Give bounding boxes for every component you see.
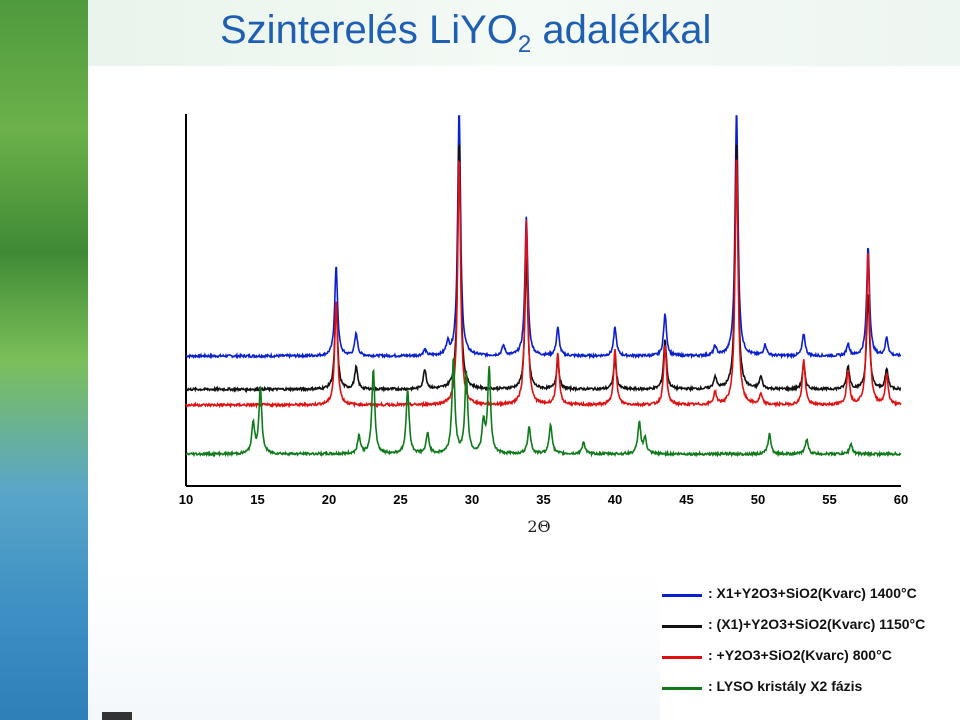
x-tick-label: 30: [465, 492, 479, 507]
x-tick-label: 45: [679, 492, 693, 507]
legend-label: : LYSO kristály X2 fázis: [708, 678, 863, 694]
legend-item: : (X1)+Y2O3+SiO2(Kvarc) 1150°C: [660, 613, 960, 644]
legend-label: : +Y2O3+SiO2(Kvarc) 800°C: [708, 647, 892, 663]
legend-item: : +Y2O3+SiO2(Kvarc) 800°C: [660, 644, 960, 675]
legend-label: : (X1)+Y2O3+SiO2(Kvarc) 1150°C: [708, 616, 926, 632]
x-axis-label: 2Θ: [527, 517, 550, 536]
series-line: [185, 159, 902, 410]
legend-item: : LYSO kristály X2 fázis: [660, 675, 960, 706]
legend-label: : X1+Y2O3+SiO2(Kvarc) 1400°C: [708, 585, 917, 601]
series-line: [185, 115, 902, 360]
x-tick-label: 25: [393, 492, 407, 507]
legend-line-blue: [662, 594, 702, 597]
x-tick-label: 20: [322, 492, 336, 507]
legend: : X1+Y2O3+SiO2(Kvarc) 1400°C : (X1)+Y2O3…: [660, 582, 960, 706]
xrd-chart: 10 15 20 25 30 35 40 45 50 55 60 2Θ: [88, 66, 960, 570]
title-main: Szinterelés LiYO: [220, 8, 518, 52]
x-tick-label: 40: [608, 492, 622, 507]
legend-line-black: [662, 625, 702, 628]
x-tick-labels: 10 15 20 25 30 35 40 45 50 55 60: [179, 492, 908, 507]
legend-background: [88, 570, 660, 720]
x-tick-label: 15: [250, 492, 264, 507]
x-tick-label: 35: [536, 492, 550, 507]
legend-line-green: [662, 687, 702, 690]
x-tick-label: 55: [822, 492, 836, 507]
x-tick-label: 60: [894, 492, 908, 507]
title-suffix: adalékkal: [531, 8, 712, 52]
legend-item: : X1+Y2O3+SiO2(Kvarc) 1400°C: [660, 582, 960, 613]
slide-title: Szinterelés LiYO2 adalékkal: [220, 8, 711, 59]
decorative-background-leaves: [0, 0, 88, 720]
x-tick-label: 10: [179, 492, 193, 507]
legend-line-red: [662, 656, 702, 659]
title-banner: [88, 0, 960, 66]
slide-footer-mark: [102, 712, 132, 720]
chart-svg: 10 15 20 25 30 35 40 45 50 55 60 2Θ: [179, 114, 908, 536]
series-line: [185, 356, 902, 458]
x-tick-label: 50: [751, 492, 765, 507]
title-subscript: 2: [517, 31, 532, 58]
series-line: [185, 143, 902, 394]
series-lines: [185, 115, 902, 458]
